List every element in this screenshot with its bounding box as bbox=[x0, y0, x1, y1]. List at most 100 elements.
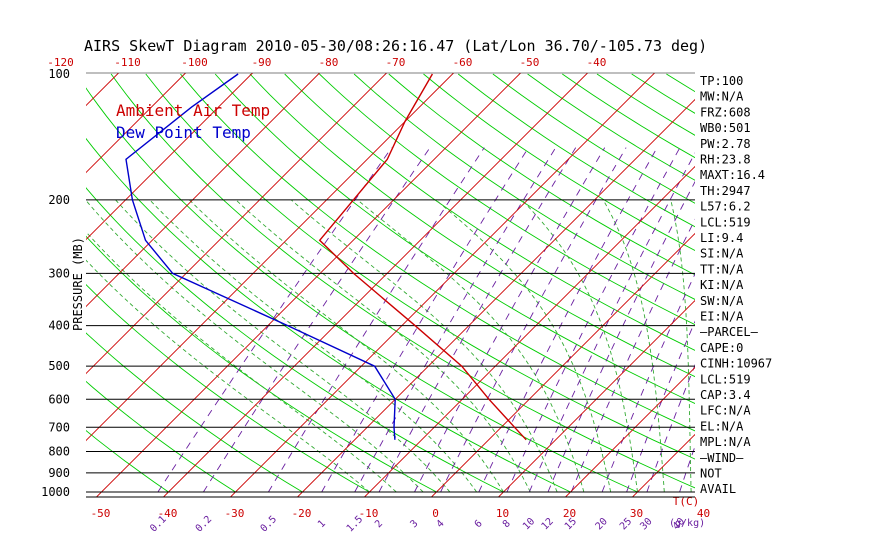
mixing-ratio-line bbox=[440, 147, 627, 493]
grid-layer bbox=[0, 73, 870, 497]
mixing-ratio-tick-label: 0.5 bbox=[259, 514, 280, 535]
bottom-temp-tick-label: 20 bbox=[563, 507, 576, 520]
mixing-ratio-line bbox=[528, 152, 695, 493]
pressure-tick-label: 700 bbox=[48, 420, 70, 434]
bottom-temp-tick-label: -30 bbox=[225, 507, 245, 520]
isotherm-line bbox=[86, 73, 387, 375]
index-label: EL:N/A bbox=[700, 419, 744, 433]
top-temp-tick-label: -80 bbox=[319, 56, 339, 69]
dry-adiabat-line bbox=[284, 73, 695, 351]
dry-adiabat-line bbox=[249, 73, 695, 378]
mixing-ratio-line bbox=[478, 147, 658, 493]
mixing-ratio-tick-label: 8 bbox=[501, 518, 513, 530]
moist-adiabat-line bbox=[86, 231, 397, 493]
moist-adiabat-line bbox=[435, 199, 612, 493]
legend: Ambient Air Temp Dew Point Temp bbox=[116, 101, 270, 142]
dry-adiabat-line bbox=[736, 74, 870, 492]
isotherm-line bbox=[0, 73, 52, 497]
dry-adiabat-line bbox=[86, 137, 571, 493]
dry-adiabat-line bbox=[457, 73, 695, 228]
index-label: MAXT:16.4 bbox=[700, 168, 765, 182]
series-layer bbox=[125, 73, 527, 441]
isotherm-line bbox=[230, 73, 655, 497]
y-axis-label: PRESSURE (MB) bbox=[71, 237, 85, 331]
mixing-ratio-line bbox=[203, 147, 431, 493]
index-label: FRZ:608 bbox=[700, 105, 751, 119]
dry-adiabat-line bbox=[423, 73, 695, 252]
mixing-ratio-tick-label: 10 bbox=[521, 516, 537, 532]
isotherm-line bbox=[632, 433, 695, 497]
legend-ambient-air-temp: Ambient Air Temp bbox=[116, 101, 270, 120]
index-label: CINH:10967 bbox=[700, 357, 772, 371]
pressure-tick-label: 500 bbox=[48, 359, 70, 373]
mixing-ratio-line bbox=[570, 218, 695, 493]
index-label: TP:100 bbox=[700, 74, 743, 88]
mixing-ratio-tick-label: 0.2 bbox=[194, 514, 215, 535]
isotherm-line bbox=[86, 73, 320, 308]
dry-adiabat-line bbox=[771, 74, 870, 492]
top-temp-tick-label: -90 bbox=[252, 56, 272, 69]
mixing-ratio-tick-label: 12 bbox=[540, 516, 556, 532]
index-label: LCL:519 bbox=[700, 372, 751, 386]
index-label: CAP:3.4 bbox=[700, 388, 751, 402]
index-label: AVAIL bbox=[700, 482, 736, 496]
top-temp-tick-label: -110 bbox=[114, 56, 141, 69]
pressure-tick-label: 900 bbox=[48, 466, 70, 480]
index-label: —PARCEL— bbox=[700, 325, 759, 339]
pressure-tick-label: 1000 bbox=[41, 485, 70, 499]
isotherm-line bbox=[431, 232, 695, 497]
dry-adiabat-line bbox=[86, 380, 236, 493]
dry-adiabat-line bbox=[86, 235, 437, 493]
mixing-ratio-line bbox=[547, 180, 695, 493]
isotherm-line bbox=[86, 73, 186, 174]
isotherm-line bbox=[96, 73, 521, 497]
pressure-tick-label: 400 bbox=[48, 319, 70, 333]
isotherm-line bbox=[163, 73, 588, 497]
mixing-ratio-line bbox=[157, 147, 393, 493]
mixing-ratio-line bbox=[601, 272, 695, 493]
bottom-temp-tick-label: -20 bbox=[292, 507, 312, 520]
bottom-temp-tick-label: 40 bbox=[697, 507, 710, 520]
isotherm-line bbox=[767, 73, 870, 497]
dry-adiabat-line bbox=[110, 73, 695, 489]
mixing-ratio-tick-label: 3 bbox=[409, 518, 421, 530]
index-label: SW:N/A bbox=[700, 294, 744, 308]
index-label: MPL:N/A bbox=[700, 435, 751, 449]
isotherm-line bbox=[565, 366, 695, 497]
index-label: L57:6.2 bbox=[700, 200, 751, 214]
top-temp-tick-label: -120 bbox=[47, 56, 74, 69]
chart-title: AIRS SkewT Diagram 2010-05-30/08:26:16.4… bbox=[84, 37, 707, 55]
pressure-tick-label: 200 bbox=[48, 193, 70, 207]
isotherm-line bbox=[297, 98, 695, 497]
index-label: SI:N/A bbox=[700, 247, 744, 261]
legend-dew-point-temp: Dew Point Temp bbox=[116, 123, 251, 142]
dry-adiabat-line bbox=[180, 73, 695, 432]
mixing-ratio-line bbox=[414, 147, 606, 493]
isotherm-line bbox=[86, 73, 253, 241]
index-label: NOT bbox=[700, 467, 722, 481]
isotherm-line bbox=[364, 165, 695, 497]
index-label: PW:2.78 bbox=[700, 137, 751, 151]
temp-unit-label: T(C) bbox=[673, 495, 700, 508]
index-label: CAPE:0 bbox=[700, 341, 743, 355]
moist-adiabat-line bbox=[602, 199, 665, 493]
index-label: TH:2947 bbox=[700, 184, 751, 198]
bottom-temp-tick-label: 30 bbox=[630, 507, 643, 520]
index-label: LFC:N/A bbox=[700, 404, 751, 418]
dry-adiabat-line bbox=[388, 73, 695, 276]
dry-adiabat-line bbox=[86, 87, 638, 493]
top-temp-tick-label: -50 bbox=[520, 56, 540, 69]
index-label: LI:9.4 bbox=[700, 231, 743, 245]
mixing-ratio-tick-label: 2 bbox=[373, 518, 385, 530]
mixing-ratio-line bbox=[321, 147, 529, 493]
bottom-temp-tick-label: -10 bbox=[359, 507, 379, 520]
pressure-tick-label: 300 bbox=[48, 266, 70, 280]
mixing-ratio-tick-label: 1 bbox=[316, 518, 328, 530]
dry-adiabat-line bbox=[145, 73, 695, 460]
mixing-ratio-line bbox=[378, 147, 577, 493]
ambient-air-temp-line bbox=[318, 73, 527, 441]
dry-adiabat-line bbox=[319, 73, 695, 326]
isotherm-line bbox=[86, 73, 454, 442]
bottom-temp-tick-label: 0 bbox=[432, 507, 439, 520]
